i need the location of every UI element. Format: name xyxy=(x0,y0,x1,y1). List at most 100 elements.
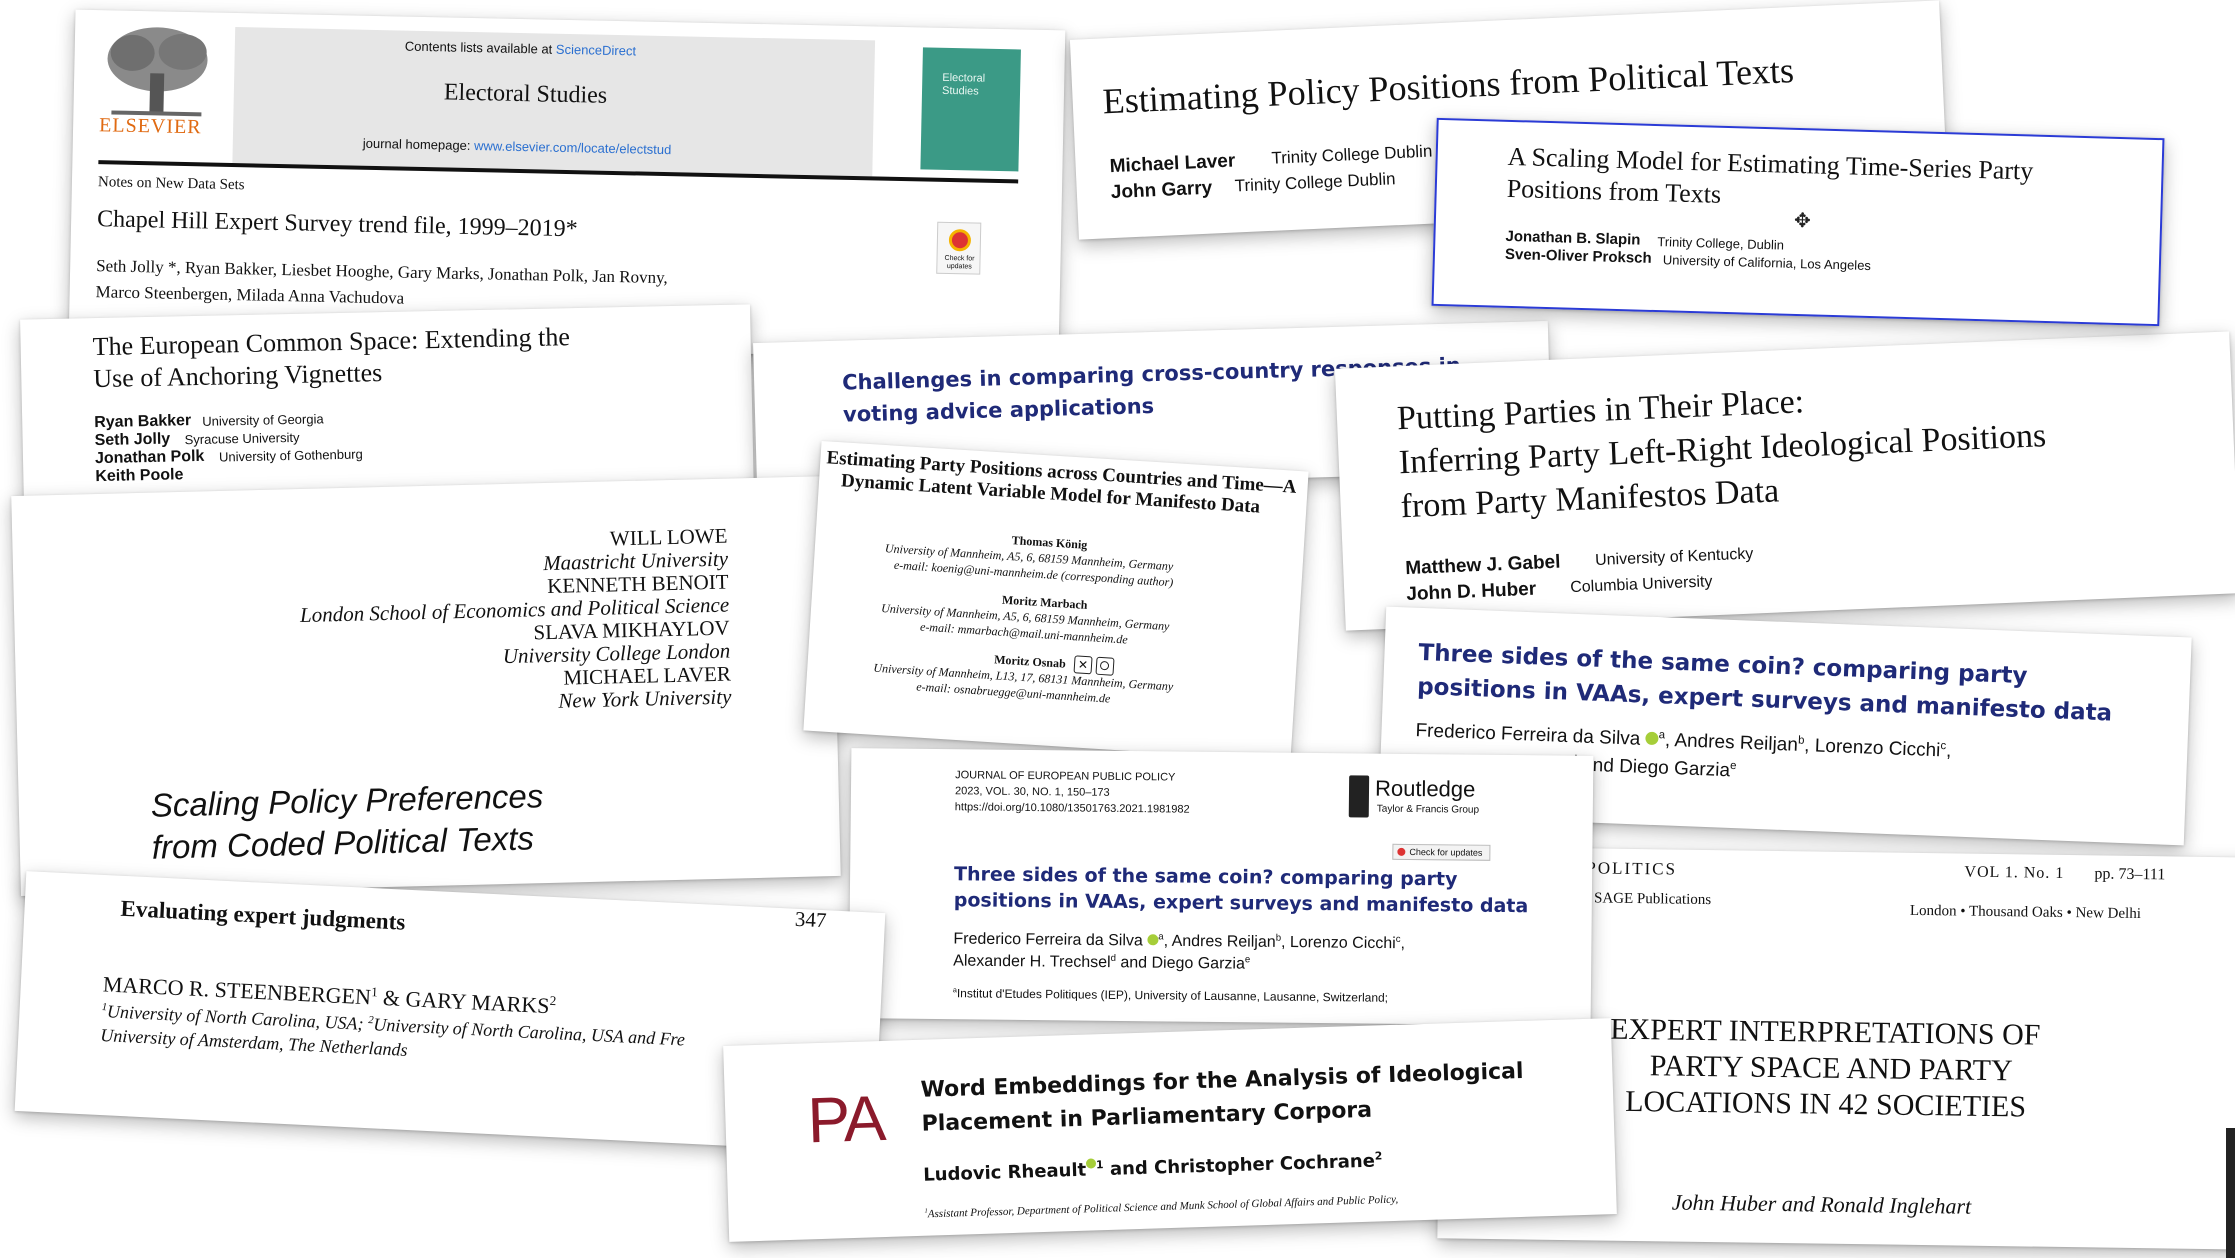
affiliation-text: University of North Carolina, USA and Fr… xyxy=(372,1014,686,1050)
elsevier-wordmark: ELSEVIER xyxy=(98,114,202,139)
orcid-icon[interactable] xyxy=(1645,731,1659,746)
paper-card-gabel-huber: Putting Parties in Their Place: Inferrin… xyxy=(1334,331,2235,631)
author-affiliation: Trinity College Dublin xyxy=(1234,169,1396,196)
author-line: Ludovic Rheault 1 and Christopher Cochran… xyxy=(922,1149,1383,1186)
doi-link[interactable]: https://doi.org/10.1080/13501763.2021.19… xyxy=(954,801,1190,816)
author-affiliation: Syracuse University xyxy=(184,429,300,448)
journal-name: Electoral Studies xyxy=(443,79,608,109)
affiliation-line: aInstitut d'Etudes Politiques (IEP), Uni… xyxy=(952,985,1389,1005)
author-name: Ryan Bakker xyxy=(94,412,192,432)
paper-card-slapin-proksch: A Scaling Model for Estimating Time-Seri… xyxy=(1431,117,2165,327)
paper-card-three-sides-jepp: JOURNAL OF EUROPEAN PUBLIC POLICY 2023, … xyxy=(848,748,1594,1026)
author-name: and Diego Garzia xyxy=(1581,754,1731,782)
author-line-2: Marco Steenbergen, Milada Anna Vachudova xyxy=(95,282,405,308)
sciencedirect-link[interactable]: ScienceDirect xyxy=(555,41,637,59)
homepage-prefix: journal homepage: xyxy=(362,135,471,153)
move-cursor-icon: ✥ xyxy=(1793,209,1812,233)
check-updates-label: Check for updates xyxy=(1409,846,1483,858)
paper-card-european-common-space: The European Common Space: Extending the… xyxy=(20,304,754,510)
author-affiliation: University of Gothenburg xyxy=(218,446,363,465)
author-name: & GARY MARKS xyxy=(376,984,551,1019)
orcid-icon[interactable] xyxy=(1085,1158,1097,1169)
author-name: and Diego Garzia xyxy=(1115,954,1246,973)
author-affiliation: Trinity College Dublin xyxy=(1271,141,1433,168)
author-line: John Huber and Ronald Inglehart xyxy=(1671,1189,1972,1219)
paper-title-line-2: from Coded Political Texts xyxy=(151,819,535,866)
check-updates-badge[interactable]: Check for updates xyxy=(936,221,982,275)
check-updates-label: Check for updates xyxy=(944,254,975,271)
affiliation-text: Institut d'Etudes Politiques (IEP), Univ… xyxy=(956,986,1389,1005)
elsevier-tree-logo xyxy=(101,22,213,122)
contents-prefix: Contents lists available at xyxy=(404,38,553,57)
paper-title-line-3: from Party Manifestos Data xyxy=(1399,472,1780,526)
author-affiliation: Columbia University xyxy=(1569,573,1713,597)
page-number: 347 xyxy=(794,906,828,933)
author-name: , Andres Reiljan xyxy=(1163,932,1276,951)
check-updates-icon xyxy=(948,229,972,252)
journal-name: JOURNAL OF EUROPEAN PUBLIC POLICY xyxy=(955,769,1176,784)
section-label: Notes on New Data Sets xyxy=(97,174,245,194)
paper-title: Chapel Hill Expert Survey trend file, 19… xyxy=(96,206,578,243)
author-affiliation: University of California, Los Angeles xyxy=(1662,252,1872,274)
author-name: Frederico Ferreira da Silva xyxy=(953,930,1143,950)
paper-title-line-2: positions in VAAs, expert surveys and ma… xyxy=(953,889,1529,918)
publisher-place: London • Thousand Oaks • New Delhi xyxy=(1909,902,2142,923)
paper-title-line-1: Scaling Policy Preferences xyxy=(150,777,544,824)
author-name: Jonathan Polk xyxy=(94,447,205,468)
author-name: Matthew J. Gabel xyxy=(1404,551,1561,580)
author-name: Sven-Oliver Proksch xyxy=(1504,245,1652,267)
author-name: Frederico Ferreira da Silva xyxy=(1415,720,1641,750)
author-name: Alexander H. Trechsel xyxy=(953,952,1111,972)
author-name: John D. Huber xyxy=(1405,578,1537,606)
paper-title-line-1: EXPERT INTERPRETATIONS OF xyxy=(1610,1012,2041,1052)
journal-cover: Electoral Studies xyxy=(920,47,1021,172)
paper-title-line-2: Use of Anchoring Vignettes xyxy=(93,358,383,394)
paper-title: Evaluating expert judgments xyxy=(120,895,406,935)
author-affiliation: University of Kentucky xyxy=(1594,545,1754,570)
volume-label: VOL 1. No. 1 xyxy=(1964,863,2065,882)
paper-title-line-1: Three sides of the same coin? comparing … xyxy=(954,863,1458,891)
paper-title-line-3: LOCATIONS IN 42 SOCIETIES xyxy=(1625,1084,2027,1124)
volume-label: 2023, VOL. 30, NO. 1, 150–173 xyxy=(954,785,1110,799)
check-updates-icon xyxy=(1397,847,1406,856)
author-line-1: Frederico Ferreira da Silva a, Andres Re… xyxy=(953,930,1406,953)
paper-title-line-2: Placement in Parliamentary Corpora xyxy=(921,1097,1373,1137)
check-updates-badge[interactable]: Check for updates xyxy=(1392,843,1491,861)
publisher-sub: Taylor & Francis Group xyxy=(1376,803,1480,816)
author-name: Michael Laver xyxy=(1109,150,1236,178)
author-name: Seth Jolly xyxy=(94,430,171,450)
paper-title: Estimating Policy Positions from Politic… xyxy=(1101,50,1795,122)
paper-title-line-2: PARTY SPACE AND PARTY xyxy=(1649,1049,2013,1088)
paper-card-lowe-benoit: WILL LOWE Maastricht University KENNETH … xyxy=(11,476,841,896)
email-icon[interactable] xyxy=(1095,656,1115,676)
cover-title: Electoral Studies xyxy=(941,71,986,98)
pa-journal-logo: PA xyxy=(806,1081,886,1157)
orcid-icon[interactable]: ✕ xyxy=(1073,655,1093,675)
author-name: and Christopher Cochrane xyxy=(1103,1150,1376,1181)
paper-card-ches-trend-file: ELSEVIER Contents lists available at Sci… xyxy=(68,9,1066,361)
author-name: , Andres Reiljan xyxy=(1664,729,1799,756)
affiliation-line: 1Assistant Professor, Department of Poli… xyxy=(924,1193,1399,1221)
paper-title-line-2: voting advice applications xyxy=(842,393,1155,427)
author-block: WILL LOWE Maastricht University KENNETH … xyxy=(298,524,732,719)
publisher-name: SAGE Publications xyxy=(1593,890,1712,909)
paper-card-rheault-cochrane: PA Word Embeddings for the Analysis of I… xyxy=(723,1018,1617,1242)
author-line-2: Alexander H. Trechseld and Diego Garziae xyxy=(953,952,1251,973)
paper-title-line-1: The European Common Space: Extending the xyxy=(92,322,571,362)
paper-title-line-1: Word Embeddings for the Analysis of Ideo… xyxy=(920,1058,1524,1103)
author-name: , Lorenzo Cicchi xyxy=(1803,735,1941,762)
routledge-logo-icon xyxy=(1348,775,1370,818)
affiliation-text: Assistant Professor, Department of Polit… xyxy=(927,1193,1399,1221)
publisher-name: Routledge xyxy=(1374,775,1476,802)
author-affiliation: Trinity College, Dublin xyxy=(1657,234,1785,253)
paper-title-line-2: Positions from Texts xyxy=(1506,173,1722,209)
paper-card-konig-manifesto: Estimating Party Positions across Countr… xyxy=(803,440,1309,762)
author-name: John Garry xyxy=(1110,177,1213,204)
orcid-icon[interactable] xyxy=(1147,934,1159,946)
scrollbar[interactable] xyxy=(2226,1128,2235,1258)
author-name: Ludovic Rheault xyxy=(922,1159,1087,1186)
author-name: , Lorenzo Cicchi xyxy=(1280,933,1396,953)
author-name: Keith Poole xyxy=(95,466,184,486)
author-affiliation: University of Georgia xyxy=(202,411,324,429)
page-range: pp. 73–111 xyxy=(2094,865,2166,884)
